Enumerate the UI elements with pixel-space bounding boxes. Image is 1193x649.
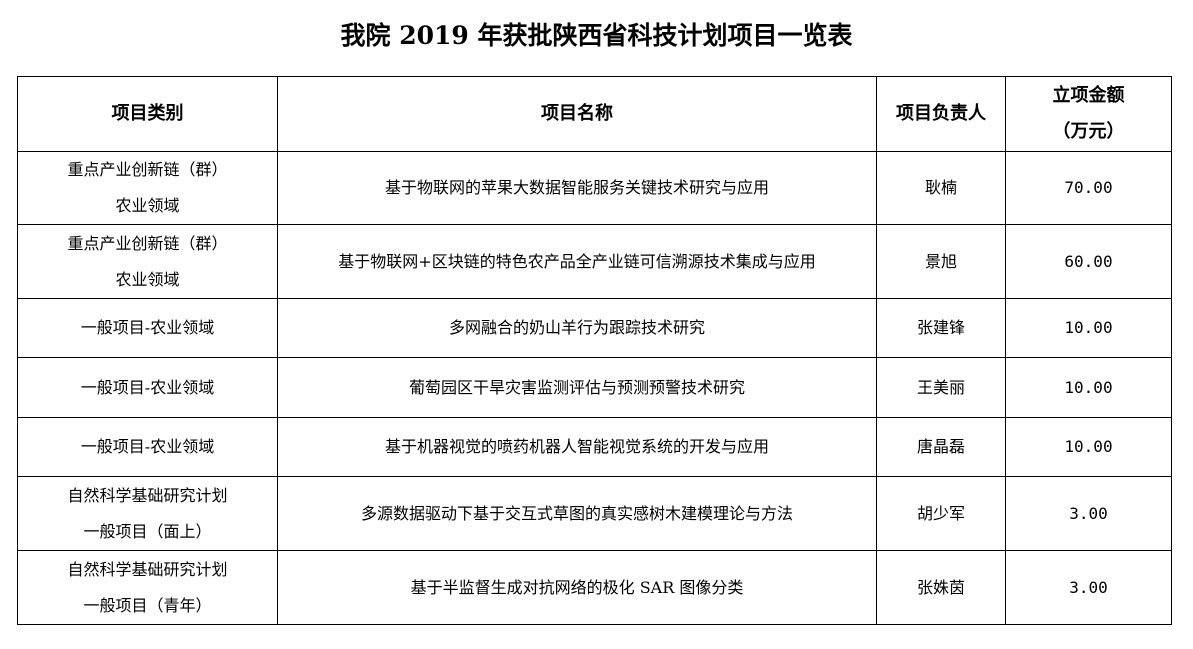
category-line: 一般项目（青年） xyxy=(83,595,212,615)
cell-leader: 唐晶磊 xyxy=(876,417,1006,477)
header-amount-line2: （万元） xyxy=(1052,121,1125,142)
cell-amount: 60.00 xyxy=(1005,224,1172,299)
category-line: 自然科学基础研究计划 xyxy=(67,485,228,505)
category-line: 一般项目-农业领域 xyxy=(80,377,215,397)
category-line: 农业领域 xyxy=(115,196,180,215)
table-row: 重点产业创新链（群） 农业领域 基于物联网的苹果大数据智能服务关键技术研究与应用 耿楠… xyxy=(17,151,1172,225)
category-line: 农业领域 xyxy=(115,269,180,289)
table-row: 重点产业创新链（群） 农业领域 基于物联网+区块链的特色农产品全产业链可信溯源技术集… xyxy=(17,224,1172,299)
table-header-row: 项目类别 项目名称 项目负责人 立项金额 （万元） xyxy=(17,76,1172,152)
cell-category: 自然科学基础研究计划 一般项目（青年） xyxy=(17,550,278,625)
cell-amount: 3.00 xyxy=(1005,476,1172,551)
table-row: 一般项目-农业领域 葡萄园区干旱灾害监测评估与预测预警技术研究 王美丽 10.00 xyxy=(17,357,1172,418)
table-row: 一般项目-农业领域 多网融合的奶山羊行为跟踪技术研究 张建锋 10.00 xyxy=(17,298,1172,358)
cell-name: 基于物联网的苹果大数据智能服务关键技术研究与应用 xyxy=(277,151,877,225)
cell-name: 多网融合的奶山羊行为跟踪技术研究 xyxy=(277,298,877,358)
projects-table: 项目类别 项目名称 项目负责人 立项金额 （万元） 重点产业创新链（群） 农业领域… xyxy=(17,76,1172,625)
cell-amount: 10.00 xyxy=(1005,298,1172,358)
cell-leader: 景旭 xyxy=(876,224,1006,299)
category-line: 重点产业创新链（群） xyxy=(67,160,228,179)
category-line: 一般项目-农业领域 xyxy=(80,318,215,337)
header-name: 项目名称 xyxy=(277,76,877,152)
category-line: 一般项目（面上） xyxy=(83,521,212,541)
table-row: 自然科学基础研究计划 一般项目（面上） 多源数据驱动下基于交互式草图的真实感树木建模… xyxy=(17,476,1172,551)
header-leader: 项目负责人 xyxy=(876,76,1006,152)
header-category: 项目类别 xyxy=(17,76,278,152)
cell-leader: 耿楠 xyxy=(876,151,1006,225)
header-amount: 立项金额 （万元） xyxy=(1005,76,1172,152)
cell-leader: 张建锋 xyxy=(876,298,1006,358)
cell-category: 一般项目-农业领域 xyxy=(17,417,278,477)
cell-category: 自然科学基础研究计划 一般项目（面上） xyxy=(17,476,278,551)
cell-amount: 10.00 xyxy=(1005,357,1172,418)
table-row: 一般项目-农业领域 基于机器视觉的喷药机器人智能视觉系统的开发与应用 唐晶磊 10.0… xyxy=(17,417,1172,477)
cell-name: 基于机器视觉的喷药机器人智能视觉系统的开发与应用 xyxy=(277,417,877,477)
page-title: 我院 2019 年获批陕西省科技计划项目一览表 xyxy=(340,21,853,50)
category-line: 重点产业创新链（群） xyxy=(67,233,228,253)
table-row: 自然科学基础研究计划 一般项目（青年） 基于半监督生成对抗网络的极化 SAR 图像分… xyxy=(17,550,1172,625)
cell-name: 葡萄园区干旱灾害监测评估与预测预警技术研究 xyxy=(277,357,877,418)
cell-amount: 70.00 xyxy=(1005,151,1172,225)
cell-name: 多源数据驱动下基于交互式草图的真实感树木建模理论与方法 xyxy=(277,476,877,551)
cell-category: 重点产业创新链（群） 农业领域 xyxy=(17,224,278,299)
cell-leader: 胡少军 xyxy=(876,476,1006,551)
cell-category: 一般项目-农业领域 xyxy=(17,298,278,358)
cell-amount: 10.00 xyxy=(1005,417,1172,477)
cell-name: 基于物联网+区块链的特色农产品全产业链可信溯源技术集成与应用 xyxy=(277,224,877,299)
category-line: 自然科学基础研究计划 xyxy=(67,559,228,579)
header-amount-line1: 立项金额 xyxy=(1052,85,1125,106)
cell-leader: 张姝茵 xyxy=(876,550,1006,625)
cell-name: 基于半监督生成对抗网络的极化 SAR 图像分类 xyxy=(277,550,877,625)
cell-amount: 3.00 xyxy=(1005,550,1172,625)
cell-category: 一般项目-农业领域 xyxy=(17,357,278,418)
cell-leader: 王美丽 xyxy=(876,357,1006,418)
category-line: 一般项目-农业领域 xyxy=(80,437,215,456)
cell-category: 重点产业创新链（群） 农业领域 xyxy=(17,151,278,225)
